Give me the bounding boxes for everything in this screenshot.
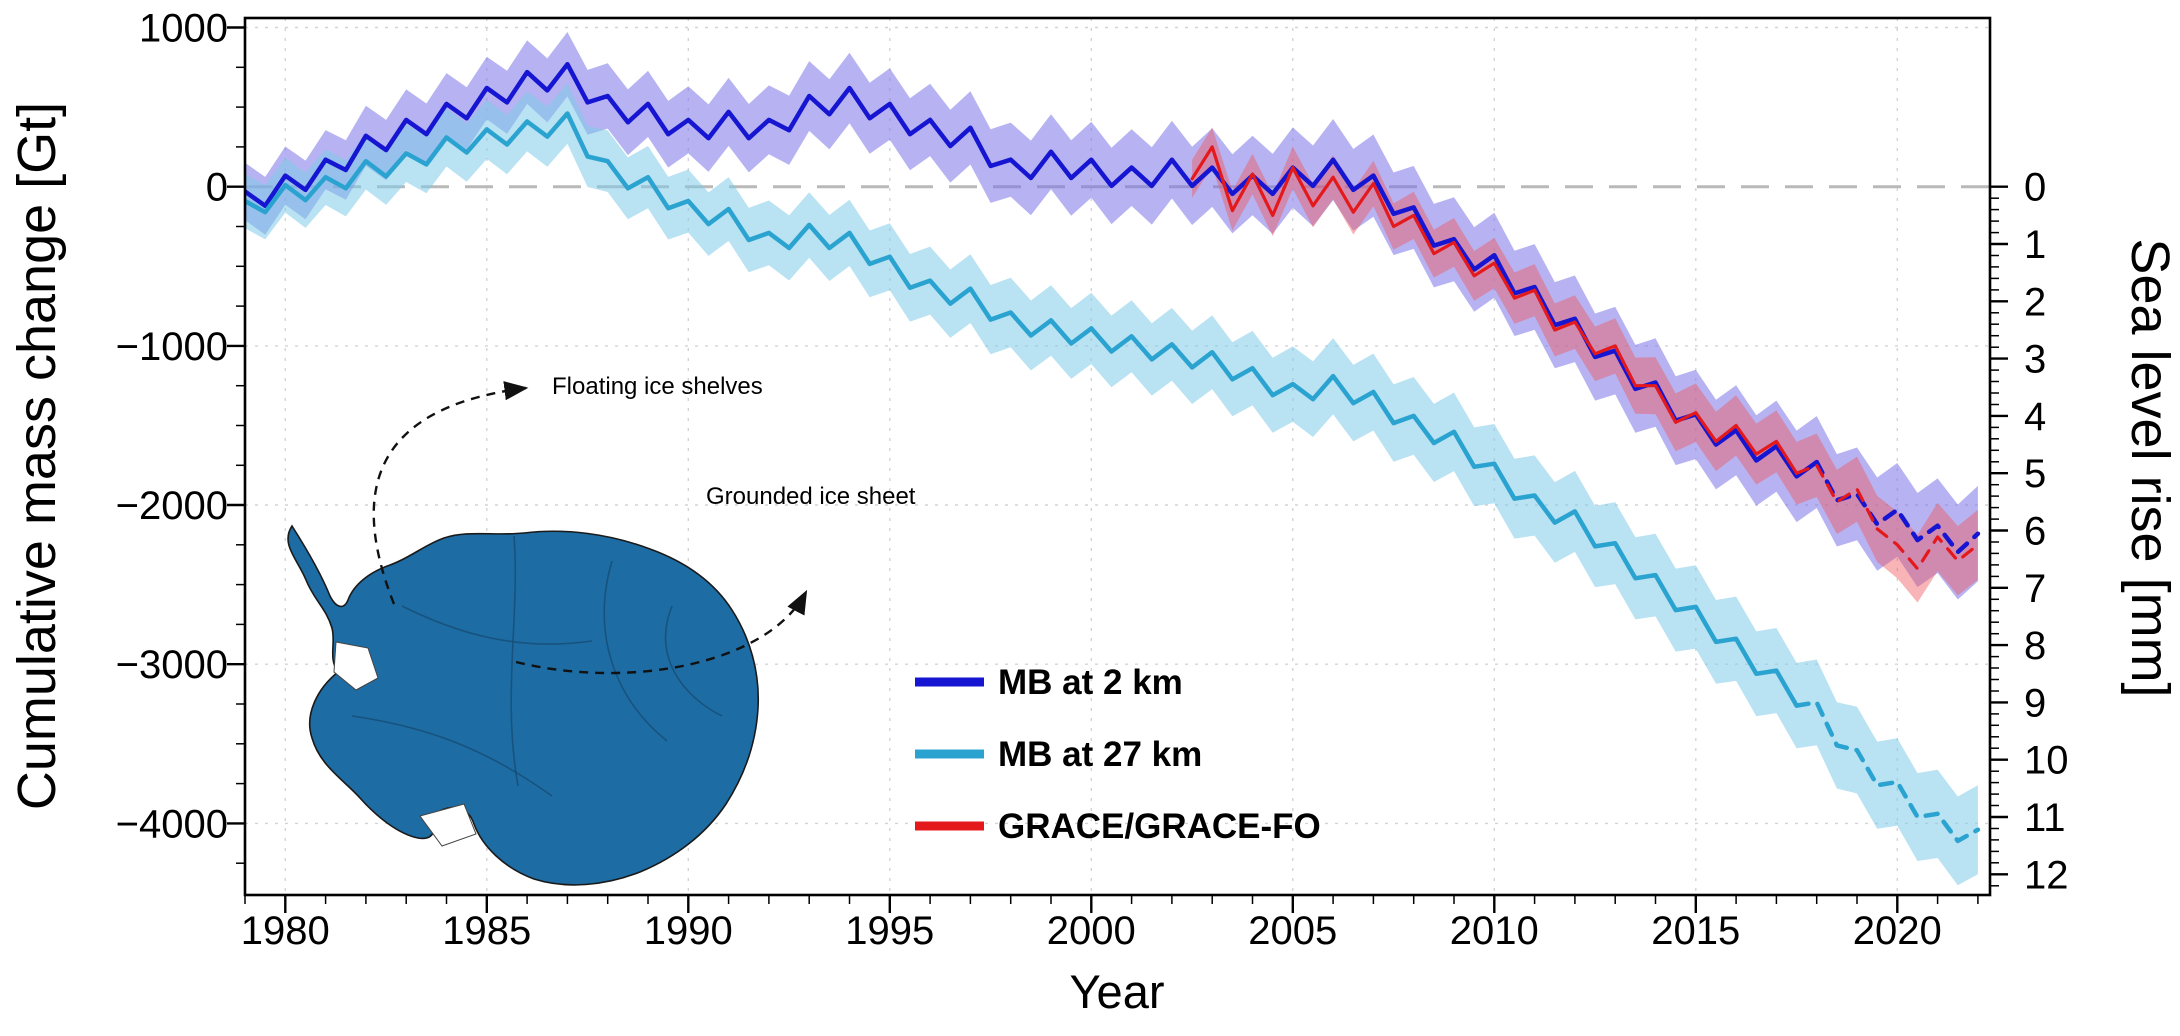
y-right-tick-label: 9	[2024, 681, 2046, 725]
drainage-basin-line	[603, 560, 668, 742]
y-left-tick-label: 1000	[139, 7, 228, 51]
ronne-ice-shelf	[333, 641, 379, 691]
x-tick-label: 2020	[1853, 909, 1942, 953]
x-tick-label: 1990	[644, 909, 733, 953]
legend-item: MB at 27 km	[915, 735, 1202, 774]
x-tick-label: 1995	[845, 909, 934, 953]
y-left-tick-label: −3000	[116, 643, 228, 687]
right-axis-title: Sea level rise [mm]	[2120, 238, 2180, 697]
MB at 2 km-line	[245, 61, 1819, 479]
y-right-tick-label: 6	[2024, 510, 2046, 554]
annotation-layer: Floating ice shelves Grounded ice sheet	[372, 373, 916, 675]
y-right-tick-label: 3	[2024, 338, 2046, 382]
floating-ice-shelves-arrow	[372, 381, 529, 605]
MB at 27 km-line	[245, 111, 1799, 708]
ross-ice-shelf	[419, 803, 477, 847]
legend-label: MB at 2 km	[998, 663, 1183, 702]
legend-label: GRACE/GRACE-FO	[998, 807, 1321, 846]
y-left-tick-label: −2000	[116, 484, 228, 528]
x-axis-title: Year	[1070, 965, 1165, 1018]
GRACE/GRACE-FO-band	[1192, 127, 1978, 603]
y-left-tick-label: −4000	[116, 802, 228, 846]
grid-layer	[245, 18, 1990, 895]
drainage-basin-line	[351, 715, 553, 797]
legend-item: MB at 2 km	[915, 663, 1183, 702]
axes-layer: 1980 1985 1990 1995 2000 2005 2010 2015 20201000…	[116, 7, 2069, 954]
y-right-tick-label: 0	[2024, 166, 2046, 210]
drainage-basin-line	[510, 535, 519, 787]
MB at 27 km-line-dashed	[1794, 700, 1981, 844]
y-left-tick-label: −1000	[116, 325, 228, 369]
y-right-tick-label: 4	[2024, 395, 2046, 439]
antarctica-inset-map	[287, 524, 760, 886]
y-left-tick-label: 0	[206, 166, 228, 210]
x-tick-label: 1985	[442, 909, 531, 953]
legend: MB at 2 km MB at 27 km GRACE/GRACE-FO	[915, 663, 1321, 846]
y-right-tick-label: 2	[2024, 280, 2046, 324]
series-layer	[245, 32, 1981, 886]
y-right-tick-label: 12	[2024, 853, 2069, 897]
plot-frame	[243, 16, 1992, 897]
grounded-ice-sheet-label: Grounded ice sheet	[706, 483, 916, 510]
MB at 27 km-band	[245, 83, 1978, 886]
y-right-tick-label: 10	[2024, 739, 2069, 783]
y-right-tick-label: 1	[2024, 223, 2046, 267]
x-tick-label: 2015	[1651, 909, 1740, 953]
x-tick-label: 2005	[1248, 909, 1337, 953]
x-tick-label: 2010	[1450, 909, 1539, 953]
x-tick-label: 1980	[241, 909, 330, 953]
drainage-basin-line	[401, 605, 593, 645]
y-right-tick-label: 5	[2024, 452, 2046, 496]
x-tick-label: 2000	[1047, 909, 1136, 953]
y-right-tick-label: 7	[2024, 567, 2046, 611]
drainage-basin-line	[664, 605, 723, 717]
floating-ice-shelves-label: Floating ice shelves	[552, 373, 763, 400]
GRACE/GRACE-FO-line-dashed	[1795, 463, 1980, 571]
antarctica-continent	[287, 524, 760, 886]
left-axis-title: Cumulative mass change [Gt]	[7, 102, 67, 810]
legend-item: GRACE/GRACE-FO	[915, 807, 1321, 846]
y-right-tick-label: 11	[2024, 796, 2066, 840]
y-right-tick-label: 8	[2024, 624, 2046, 668]
GRACE/GRACE-FO-line	[1190, 145, 1799, 475]
legend-label: MB at 27 km	[998, 735, 1202, 774]
